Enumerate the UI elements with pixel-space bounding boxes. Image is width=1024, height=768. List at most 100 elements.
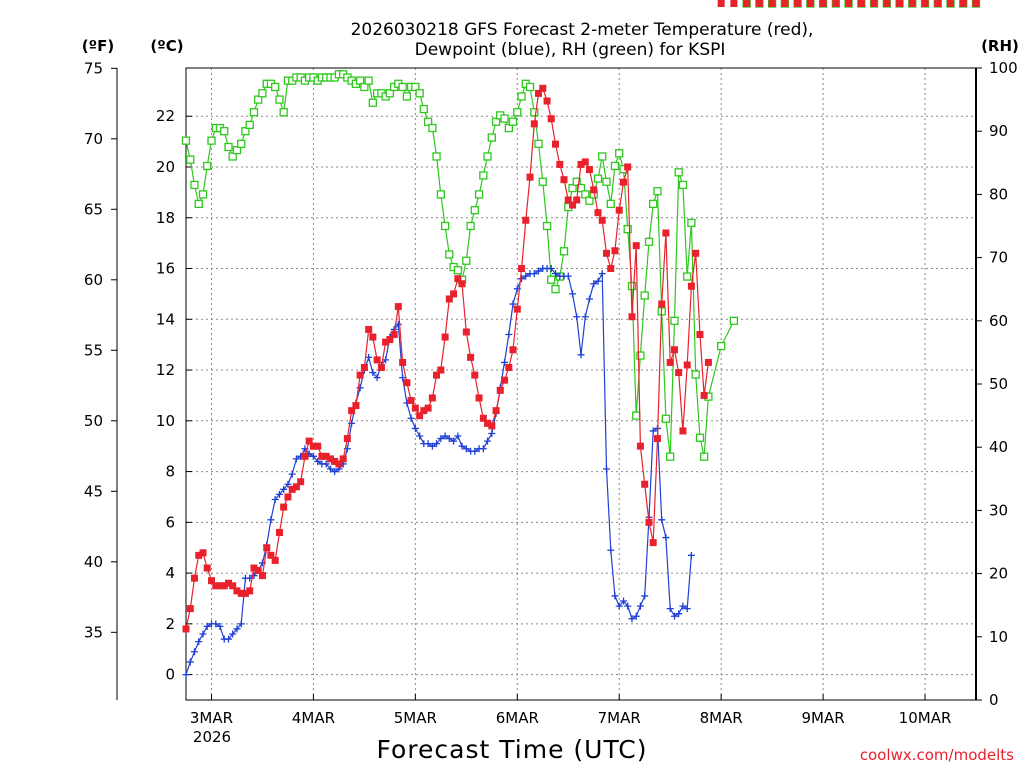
temperature-point xyxy=(445,295,453,303)
dewpoint-point xyxy=(284,480,292,488)
dewpoint-point xyxy=(530,270,538,278)
celsius-axis-unit: (ºC) xyxy=(150,37,183,55)
temperature-point xyxy=(598,216,606,224)
temperature-point xyxy=(577,160,585,168)
temperature-point xyxy=(921,0,929,7)
temperature-point xyxy=(450,290,458,298)
dewpoint-point xyxy=(322,460,330,468)
temperature-point xyxy=(539,84,547,92)
rh-point xyxy=(661,414,671,423)
dewpoint-point xyxy=(590,280,598,288)
temperature-point xyxy=(292,483,300,491)
rh-point xyxy=(245,120,254,130)
temperature-point xyxy=(496,386,504,394)
rh-point xyxy=(186,155,195,164)
temperature-point xyxy=(416,412,424,420)
rh-point xyxy=(402,92,412,101)
dewpoint-point xyxy=(182,671,190,679)
temperature-point xyxy=(581,158,589,166)
rh-point xyxy=(249,108,259,117)
temperature-point xyxy=(479,414,487,422)
temperature-point xyxy=(934,0,942,7)
dewpoint-point xyxy=(411,424,419,432)
temperature-point xyxy=(433,371,441,379)
temperature-point xyxy=(267,551,275,559)
temperature-point xyxy=(475,394,483,402)
temperature-point xyxy=(428,394,436,402)
dewpoint-point xyxy=(611,592,619,600)
dewpoint-point xyxy=(573,313,581,321)
temperature-point xyxy=(284,493,292,501)
dewpoint-point xyxy=(237,620,245,628)
fahrenheit-tick-label: 70 xyxy=(84,130,103,148)
rh-point xyxy=(453,266,463,275)
rh-point xyxy=(411,82,420,92)
temperature-point xyxy=(743,0,751,7)
x-tick-label: 7MAR xyxy=(598,709,641,727)
dewpoint-point xyxy=(280,485,288,493)
temperature-point xyxy=(662,229,670,237)
temperature-point xyxy=(352,402,360,410)
dewpoint-series xyxy=(182,265,695,679)
x-tick-label: 3MAR xyxy=(190,709,233,727)
rh-point xyxy=(513,108,522,117)
dewpoint-point xyxy=(229,630,237,638)
rh-point xyxy=(640,291,649,300)
rh-point xyxy=(275,95,284,104)
rh-point xyxy=(717,341,726,351)
dewpoint-point xyxy=(585,295,593,303)
rh-axis-unit: (RH) xyxy=(981,37,1019,55)
temperature-point xyxy=(207,577,215,585)
temperature-point xyxy=(335,460,343,468)
dewpoint-point xyxy=(649,427,657,435)
temperature-point xyxy=(683,361,691,369)
rh-point xyxy=(602,177,611,186)
temperature-point xyxy=(263,544,271,552)
temperature-point xyxy=(403,379,411,387)
temperature-point xyxy=(620,178,628,186)
celsius-tick-label: 20 xyxy=(156,158,175,176)
rh-point xyxy=(585,196,594,205)
temperature-point xyxy=(467,353,475,361)
temperature-point xyxy=(819,0,827,7)
temperature-point xyxy=(896,0,904,7)
temperature-point xyxy=(225,579,233,587)
rh-point xyxy=(491,117,501,126)
temperature-point xyxy=(237,589,245,597)
rh-point xyxy=(649,199,658,209)
temperature-point xyxy=(462,328,470,336)
dewpoint-line xyxy=(185,267,692,675)
dewpoint-point xyxy=(547,265,555,273)
rh-point xyxy=(462,256,471,265)
rh-point xyxy=(547,275,556,284)
temperature-point xyxy=(518,265,526,273)
rh-point xyxy=(644,237,654,246)
temperature-point xyxy=(573,196,581,204)
dewpoint-point xyxy=(501,358,509,366)
dewpoint-point xyxy=(675,610,683,618)
temperature-point xyxy=(437,366,445,374)
temperature-point xyxy=(585,166,593,174)
dewpoint-point xyxy=(314,457,322,465)
temperature-point xyxy=(857,0,865,7)
x-tick-label: 4MAR xyxy=(292,709,335,727)
dewpoint-point xyxy=(271,495,279,503)
celsius-tick-label: 10 xyxy=(156,412,175,430)
temperature-point xyxy=(670,346,678,354)
fahrenheit-tick-label: 45 xyxy=(84,482,103,500)
rh-tick-label: 100 xyxy=(989,59,1018,77)
rh-tick-label: 10 xyxy=(989,628,1008,646)
temperature-point xyxy=(471,371,479,379)
celsius-tick-label: 6 xyxy=(165,513,175,531)
dewpoint-point xyxy=(462,445,470,453)
rh-point xyxy=(551,285,560,294)
temperature-point xyxy=(781,0,789,7)
temperature-point xyxy=(424,404,432,412)
temperature-point xyxy=(687,282,695,290)
x-tick-label: 8MAR xyxy=(700,709,743,727)
dewpoint-point xyxy=(225,635,233,643)
temperature-point xyxy=(972,0,980,7)
temperature-point xyxy=(569,201,577,209)
dewpoint-point xyxy=(602,465,610,473)
